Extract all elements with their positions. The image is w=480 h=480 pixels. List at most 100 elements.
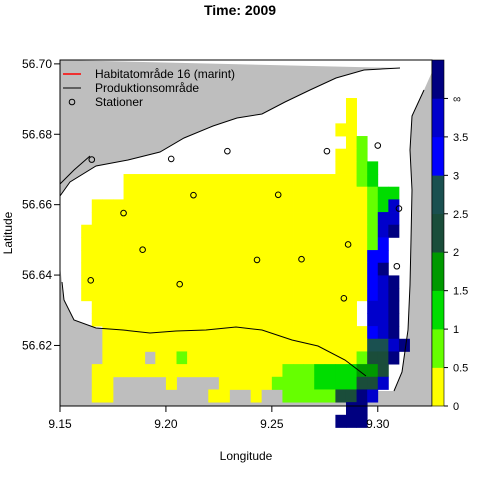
heatmap-cell <box>335 161 347 175</box>
colorbar-tick-label: 3 <box>453 170 459 182</box>
heatmap-cell <box>324 300 336 314</box>
heatmap-cell <box>81 275 93 289</box>
heatmap-cell <box>176 237 188 251</box>
heatmap-cell <box>187 300 199 314</box>
heatmap-cell <box>197 364 209 378</box>
heatmap-cell <box>335 414 347 428</box>
heatmap-cell <box>293 313 305 327</box>
heatmap-cell <box>112 262 124 276</box>
heatmap-cell <box>144 224 156 238</box>
heatmap-cell <box>208 326 220 340</box>
heatmap-cell <box>102 250 114 264</box>
heatmap-cell <box>314 262 326 276</box>
heatmap-cell <box>218 300 230 314</box>
heatmap-cell <box>345 161 357 175</box>
coastline <box>59 67 425 392</box>
heatmap-cell <box>123 224 135 238</box>
heatmap-cell <box>282 224 294 238</box>
heatmap-cell <box>165 338 177 352</box>
heatmap-cell <box>293 250 305 264</box>
heatmap-cell <box>155 237 167 251</box>
heatmap-cell <box>176 186 188 200</box>
x-tick-label: 9.30 <box>366 417 390 431</box>
heatmap-cell <box>356 275 368 289</box>
heatmap-cell <box>155 313 167 327</box>
y-tick-label: 56.68 <box>22 127 52 141</box>
heatmap-cell <box>314 364 326 378</box>
heatmap-cell <box>208 300 220 314</box>
heatmap-cell <box>187 262 199 276</box>
heatmap-cell <box>314 300 326 314</box>
heatmap-cell <box>91 313 103 327</box>
heatmap-cell <box>345 414 357 428</box>
heatmap-cell <box>271 186 283 200</box>
heatmap-cell <box>134 326 146 340</box>
heatmap-cell <box>282 313 294 327</box>
heatmap-cell <box>218 237 230 251</box>
heatmap-cell <box>134 174 146 188</box>
heatmap-cell <box>324 224 336 238</box>
heatmap-cell <box>356 148 368 162</box>
heatmap-cell <box>345 250 357 264</box>
heatmap-cell <box>123 275 135 289</box>
heatmap-cell <box>250 250 262 264</box>
heatmap-cell <box>324 199 336 213</box>
heatmap-cell <box>155 275 167 289</box>
colorbar-tick-label: 1.5 <box>453 286 468 298</box>
station-marker <box>298 255 305 263</box>
colorbar-segment <box>432 175 444 215</box>
heatmap-cell <box>335 224 347 238</box>
heatmap-cell <box>176 224 188 238</box>
heatmap-cell <box>218 224 230 238</box>
heatmap-cell <box>345 199 357 213</box>
heatmap-cell <box>335 250 347 264</box>
heatmap-cell <box>112 250 124 264</box>
heatmap-cell <box>314 199 326 213</box>
heatmap-cell <box>187 174 199 188</box>
heatmap-cell <box>345 338 357 352</box>
heatmap-cell <box>250 212 262 226</box>
heatmap-cell <box>324 212 336 226</box>
heatmap-cell <box>102 224 114 238</box>
heatmap-cell <box>303 389 315 403</box>
heatmap-cell <box>229 212 241 226</box>
heatmap-cell <box>165 262 177 276</box>
heatmap-cell <box>250 351 262 365</box>
heatmap-cell <box>155 186 167 200</box>
heatmap-cell <box>324 338 336 352</box>
heatmap-cell <box>134 262 146 276</box>
heatmap-cell <box>367 212 379 226</box>
heatmap-cell <box>102 275 114 289</box>
heatmap-cell <box>155 288 167 302</box>
heatmap-cell <box>229 199 241 213</box>
station-marker <box>393 262 401 270</box>
heatmap-cell <box>388 186 400 200</box>
heatmap-cell <box>123 313 135 327</box>
heatmap-cell <box>91 199 103 213</box>
heatmap-cell <box>356 262 368 276</box>
heatmap-cell <box>144 199 156 213</box>
heatmap-cell <box>240 288 252 302</box>
heatmap-cell <box>345 136 357 150</box>
heatmap-cell <box>388 199 400 213</box>
heatmap-cell <box>377 262 389 276</box>
heatmap-cell <box>229 300 241 314</box>
heatmap-cell <box>282 174 294 188</box>
heatmap-cell <box>324 326 336 340</box>
heatmap-cell <box>293 275 305 289</box>
heatmap-cell <box>335 174 347 188</box>
heatmap-cell <box>271 275 283 289</box>
heatmap-cell <box>218 351 230 365</box>
heatmap-cell <box>229 364 241 378</box>
heatmap-cell <box>123 364 135 378</box>
heatmap-cell <box>240 338 252 352</box>
heatmap-cell <box>271 376 283 390</box>
heatmap-cell <box>261 338 273 352</box>
heatmap-cell <box>123 300 135 314</box>
heatmap-cell <box>229 326 241 340</box>
heatmap-cell <box>102 212 114 226</box>
heatmap-cell <box>367 338 379 352</box>
heatmap-cell <box>218 389 230 403</box>
heatmap-cell <box>229 224 241 238</box>
